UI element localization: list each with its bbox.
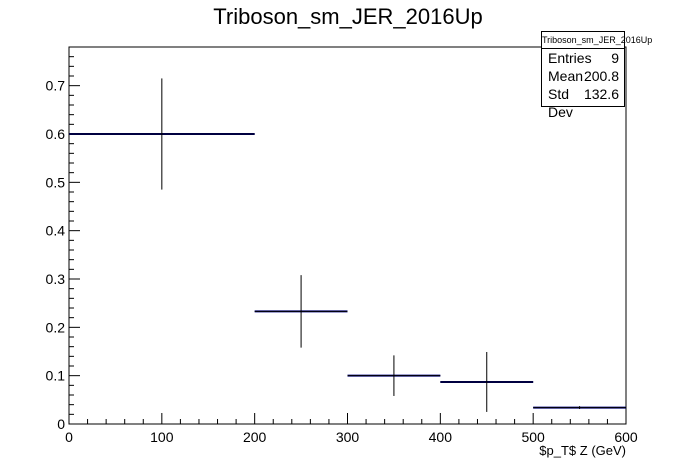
x-tick-label: 0 (65, 429, 73, 445)
y-tick-label: 0.4 (46, 223, 66, 239)
x-tick-label: 300 (336, 429, 360, 445)
histogram-bins (69, 78, 626, 412)
histogram-bin (347, 355, 441, 396)
stats-stddev-value: 132.6 (583, 86, 619, 102)
stats-mean-label: Mean (548, 68, 584, 84)
stats-row-entries: Entries 9 (542, 49, 624, 67)
stats-box-title: Triboson_sm_JER_2016Up (542, 32, 652, 49)
x-tick-label: 500 (521, 429, 545, 445)
x-tick-label: 100 (150, 429, 174, 445)
x-tick-label: 200 (243, 429, 267, 445)
chart-title: Triboson_sm_JER_2016Up (213, 4, 482, 29)
x-tick-label: 400 (429, 429, 453, 445)
stats-stddev-label: Std Dev (548, 86, 573, 120)
stats-row-mean: Mean 200.8 (542, 67, 624, 85)
y-tick-label: 0.6 (46, 126, 66, 142)
stats-box: Triboson_sm_JER_2016Up Entries 9 Mean 20… (541, 31, 652, 120)
y-tick-label: 0.1 (46, 368, 66, 384)
x-axis-label: $p_T$ Z (GeV) (539, 443, 626, 458)
histogram-bin (254, 275, 348, 348)
y-tick-label: 0.2 (46, 319, 66, 335)
y-tick-label: 0.7 (46, 78, 66, 94)
y-tick-label: 0 (57, 416, 65, 432)
y-tick-label: 0.5 (46, 174, 66, 190)
stats-row-stddev: Std Dev 132.6 (542, 85, 624, 121)
axes: 0 100 200 300 400 500 600 0 0.1 0.2 0.3 0.4 0.5 0.6 0.… (46, 46, 638, 445)
x-tick-label: 600 (614, 429, 638, 445)
stats-entries-value: 9 (611, 50, 619, 66)
stats-mean-value: 200.8 (583, 68, 619, 84)
histogram-bin (69, 78, 255, 190)
histogram-bin (440, 351, 534, 412)
histogram-bin (533, 406, 626, 410)
stats-entries-label: Entries (548, 50, 592, 66)
y-tick-label: 0.3 (46, 271, 66, 287)
